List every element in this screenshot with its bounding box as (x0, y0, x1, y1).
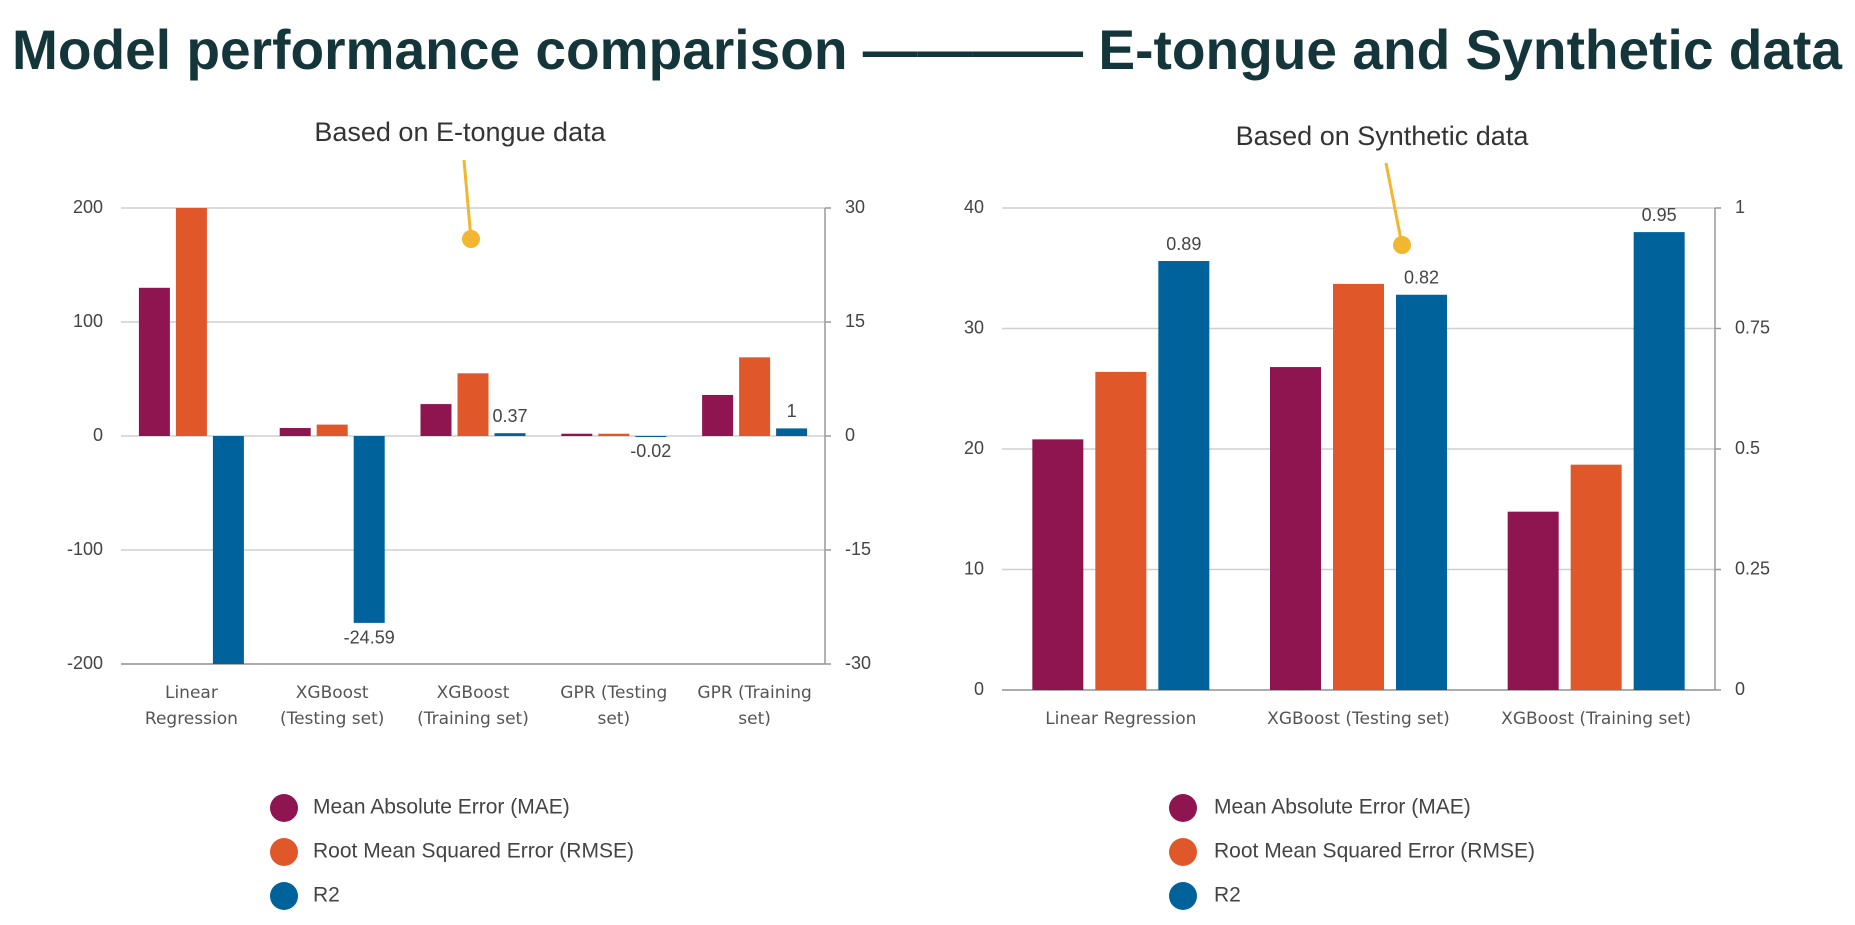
legend-label: R2 (313, 884, 340, 907)
annotation: Based on Synthetic data (1236, 121, 1530, 151)
legend-marker (1169, 838, 1197, 866)
legend-marker (1169, 794, 1197, 822)
bar (1633, 232, 1685, 690)
x-tick-label: XGBoost (Testing set) (279, 683, 385, 729)
x-tick-label: XGBoost (Training set) (417, 683, 529, 729)
y-tick-label: -200 (67, 653, 103, 673)
bar (1333, 283, 1384, 690)
legend-label: R2 (1214, 884, 1241, 907)
data-label: 0.37 (492, 406, 527, 426)
bar (702, 394, 734, 436)
y-tick-label: -100 (67, 539, 103, 559)
data-label: -0.02 (630, 441, 671, 461)
x-tick-label: Linear Regression (1045, 709, 1197, 729)
y2-tick-label: 1 (1735, 197, 1745, 217)
bar (598, 433, 630, 436)
page-title: Model performance comparison ———— E-tong… (12, 18, 1843, 81)
bar (175, 208, 207, 436)
x-tick-label: XGBoost (Training set) (1501, 709, 1692, 729)
y2-tick-label: 0.75 (1735, 317, 1770, 337)
bar (420, 404, 452, 436)
bar (561, 433, 593, 436)
annotation-line (462, 159, 473, 240)
y2-tick-label: -15 (845, 539, 871, 559)
y-tick-label: 100 (73, 311, 103, 331)
bar (1507, 511, 1559, 690)
bar (776, 428, 808, 436)
bar (739, 357, 771, 436)
legend-label: Mean Absolute Error (MAE) (313, 796, 570, 819)
y2-tick-label: 0 (1735, 679, 1745, 699)
data-label: 1 (787, 401, 797, 421)
y-tick-label: 20 (964, 438, 984, 458)
y-tick-label: 200 (73, 197, 103, 217)
y2-tick-label: 15 (845, 311, 865, 331)
y-tick-label: 0 (974, 679, 984, 699)
y-tick-label: 40 (964, 197, 984, 217)
legend-marker (270, 794, 298, 822)
bar (1158, 261, 1210, 690)
bar (457, 373, 489, 436)
x-tick-label: GPR (Testing set) (560, 683, 668, 729)
bar (279, 428, 311, 436)
legend-label: Mean Absolute Error (MAE) (1214, 796, 1471, 819)
bar (1396, 294, 1447, 690)
bar (353, 436, 385, 623)
annotation-dot (462, 230, 480, 248)
bar (1270, 367, 1321, 690)
bar (1032, 439, 1084, 690)
annotation: Based on E-tongue data (314, 117, 606, 147)
y2-tick-label: 0.5 (1735, 438, 1760, 458)
legend-marker (1169, 882, 1197, 910)
bar (1570, 464, 1622, 690)
bar (138, 287, 170, 436)
legend-label: Root Mean Squared Error (RMSE) (313, 840, 634, 863)
y2-tick-label: -30 (845, 653, 871, 673)
data-label: 0.95 (1642, 205, 1677, 225)
data-label: 0.89 (1166, 234, 1201, 254)
x-tick-label: GPR (Training set) (697, 683, 812, 729)
data-label: 0.82 (1404, 268, 1439, 288)
legend-marker (270, 838, 298, 866)
legend-marker (270, 882, 298, 910)
y-tick-label: 10 (964, 558, 984, 578)
x-tick-label: XGBoost (Testing set) (1267, 709, 1450, 729)
y2-tick-label: 0.25 (1735, 558, 1770, 578)
x-tick-label: Linear Regression (144, 683, 238, 729)
y-tick-label: 0 (93, 425, 103, 445)
bar (635, 436, 667, 437)
bar (1095, 371, 1147, 690)
data-label: -24.59 (344, 628, 395, 648)
legend-label: Root Mean Squared Error (RMSE) (1214, 840, 1535, 863)
y2-tick-label: 0 (845, 425, 855, 445)
y2-tick-label: 30 (845, 197, 865, 217)
bar (212, 436, 244, 664)
bar (316, 424, 348, 436)
annotation-dot (1393, 236, 1411, 254)
annotation-line (1384, 162, 1404, 246)
y-tick-label: 30 (964, 317, 984, 337)
bar (494, 433, 526, 436)
